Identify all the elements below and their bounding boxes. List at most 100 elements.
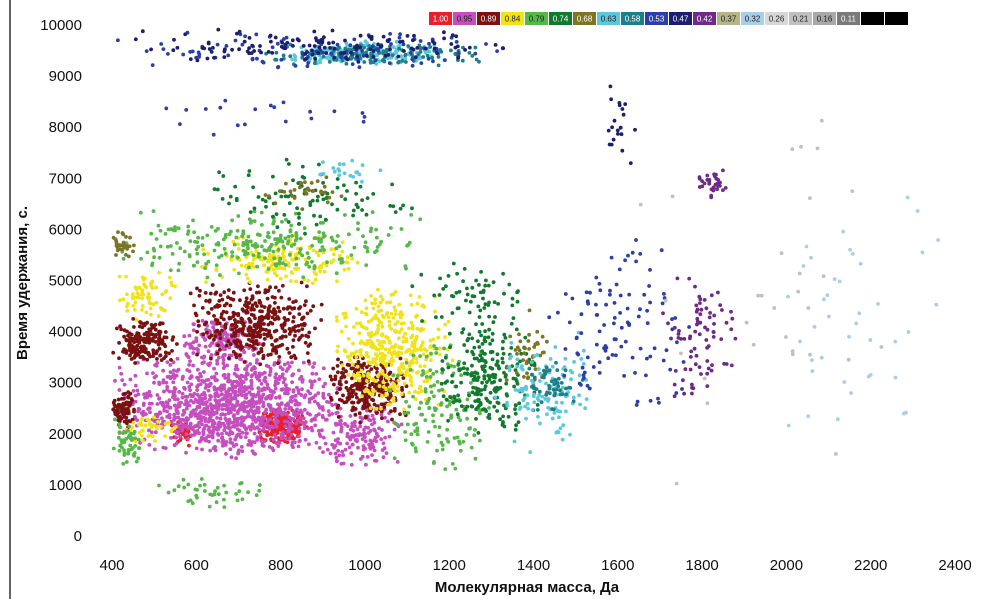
data-point [392,456,397,461]
data-point [353,369,357,374]
data-point [538,421,542,426]
data-point [261,421,265,425]
data-point [258,432,263,437]
data-point [117,365,122,370]
data-point [212,314,216,318]
data-point [217,331,222,336]
data-point [335,185,340,190]
data-point [191,218,195,223]
data-point [351,213,355,218]
data-point [256,390,261,394]
data-point [282,213,287,217]
data-point [321,384,326,389]
data-point [294,231,299,235]
data-point [259,439,264,443]
data-point [225,332,230,337]
data-point [221,344,226,348]
data-point [334,423,339,427]
data-point [321,54,326,59]
data-point [133,300,138,305]
data-point [277,440,282,445]
data-point [178,246,183,251]
data-point [275,344,280,349]
data-point [188,359,192,363]
data-point [495,409,499,413]
data-point [346,336,351,341]
data-point [408,293,413,298]
data-point [540,334,545,339]
data-point [407,390,412,395]
data-point [241,309,246,313]
data-point [276,305,281,310]
data-point [171,360,176,365]
data-point [368,418,373,423]
data-point [287,297,292,301]
data-point [228,447,233,452]
data-point [257,371,262,376]
data-point [281,430,285,435]
data-point [124,235,128,239]
data-point [376,327,381,331]
data-point [585,299,590,304]
data-point [343,213,347,217]
data-point [165,388,170,392]
data-point [283,119,288,124]
data-point [365,196,370,201]
data-point [414,449,418,454]
data-point [140,438,145,443]
data-point [234,379,239,384]
data-point [335,207,340,212]
data-point [544,381,548,386]
data-point [126,333,130,338]
data-point [598,288,603,293]
data-point [403,331,408,336]
data-point [478,308,483,313]
data-point [513,407,517,412]
data-point [383,415,387,420]
data-point [236,255,240,260]
data-point [154,300,159,305]
data-point [385,335,389,340]
data-point [295,206,299,211]
data-point [178,434,183,439]
data-point [252,431,257,436]
data-point [388,359,393,364]
data-point [242,252,247,257]
data-point [234,235,239,240]
data-point [413,339,417,343]
data-point [195,375,199,380]
data-point [140,304,145,308]
data-point [388,402,392,406]
data-point [247,390,252,395]
data-point [140,308,144,312]
data-point [381,455,386,460]
data-points [111,27,940,509]
data-point [387,61,392,65]
data-point [230,431,235,435]
data-point [216,492,221,497]
data-point [280,412,284,417]
data-point [344,315,349,319]
data-point [587,386,592,391]
data-point [289,432,294,437]
data-point [275,431,280,435]
data-point [196,405,201,409]
data-point [492,404,497,409]
data-point [403,430,407,434]
data-point [351,366,355,371]
data-point [446,362,450,366]
data-point [381,390,385,394]
data-point [200,447,204,452]
data-point [176,367,181,372]
data-point [419,400,423,405]
data-point [603,348,608,353]
data-point [209,225,214,229]
data-point [254,410,259,414]
data-point [146,434,151,439]
data-point [236,247,241,251]
data-point [355,364,360,369]
data-point [275,225,280,230]
data-point [478,411,482,416]
data-point [460,330,464,335]
data-point [209,333,214,338]
